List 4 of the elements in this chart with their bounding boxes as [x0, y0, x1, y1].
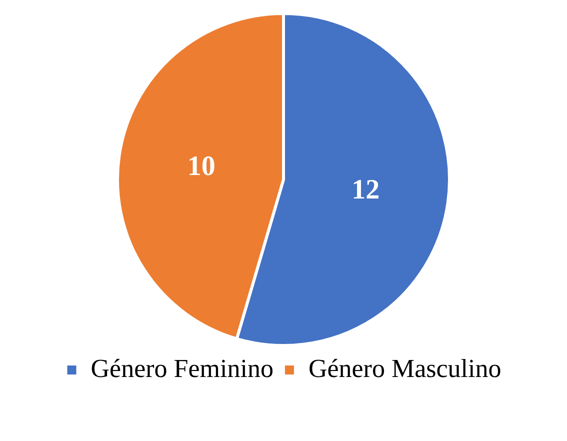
data-label: 10 — [187, 150, 216, 182]
legend-label: Género Feminino — [90, 354, 274, 383]
data-label: 12 — [352, 174, 380, 206]
legend-label: Género Masculino — [308, 354, 502, 383]
